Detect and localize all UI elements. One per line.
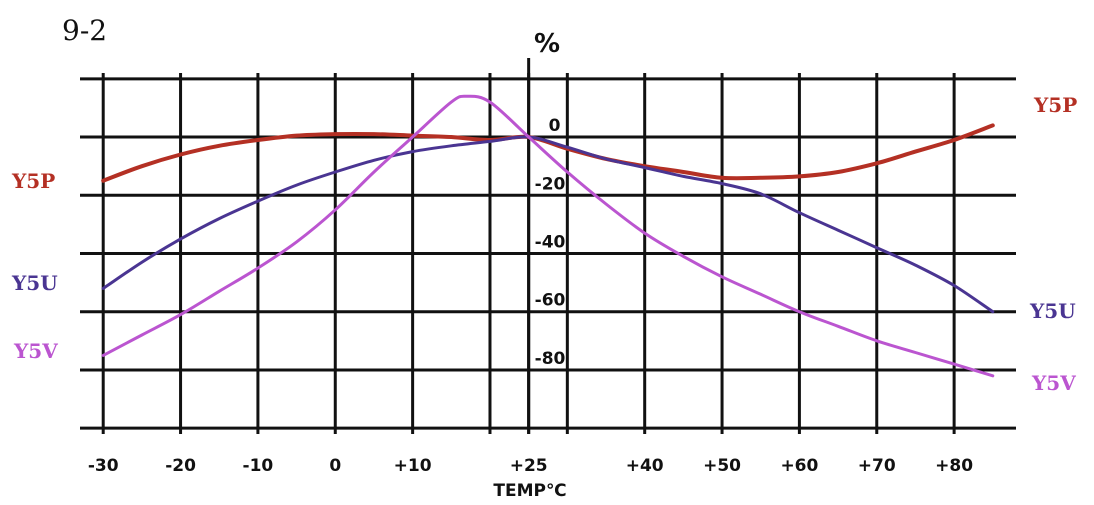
series-label-left-y5u: Y5U <box>11 271 58 295</box>
y-tick-label: -60 <box>535 291 566 311</box>
series-label-right-y5v: Y5V <box>1031 371 1076 395</box>
x-axis-label: TEMP℃ <box>493 481 566 501</box>
y-axis-unit-label: % <box>534 29 560 59</box>
x-tick-label: +50 <box>703 456 741 476</box>
figure-label: 9-2 <box>62 14 107 47</box>
x-tick-label: -30 <box>88 456 119 476</box>
series-label-left-y5p: Y5P <box>11 169 55 193</box>
series-labels: Y5P Y5U Y5V Y5P Y5U Y5V <box>11 93 1077 395</box>
y-tick-label: 0 <box>549 116 561 136</box>
x-tick-label: +80 <box>935 456 973 476</box>
y-tick-label: -20 <box>535 174 566 194</box>
x-tick-label: +60 <box>780 456 818 476</box>
x-tick-label: -10 <box>243 456 274 476</box>
y-tick-labels: 0 -20 -40 -60 -80 <box>535 116 566 369</box>
series-line-y5v <box>101 94 995 378</box>
x-tick-label: +10 <box>394 456 432 476</box>
x-tick-label: +70 <box>858 456 896 476</box>
series-line-y5u <box>101 135 995 314</box>
y-tick-label: -80 <box>535 349 566 369</box>
x-tick-labels: -30 -20 -10 0 +10 +25 +40 +50 +60 +70 +80 <box>88 456 973 476</box>
y-tick-label: -40 <box>535 233 566 253</box>
series-label-right-y5u: Y5U <box>1029 299 1076 323</box>
series-lines <box>101 94 995 378</box>
x-tick-label: +40 <box>626 456 664 476</box>
x-tick-label: -20 <box>165 456 196 476</box>
x-tick-label: +25 <box>510 456 548 476</box>
x-tick-label: 0 <box>329 456 341 476</box>
series-label-right-y5p: Y5P <box>1033 93 1077 117</box>
series-label-left-y5v: Y5V <box>13 339 58 363</box>
